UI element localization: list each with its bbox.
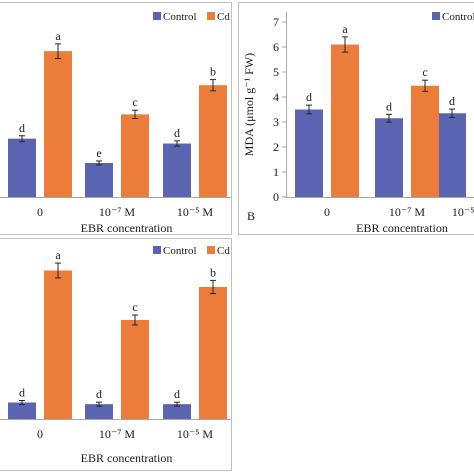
panel-a-legend-label-cd: Cd — [217, 11, 230, 23]
panel-b-panel-letter: B — [247, 209, 255, 223]
panel-a-bar-control-0 — [8, 138, 36, 197]
panel-b-y-tick-label: 4 — [273, 90, 279, 104]
panel-b-y-tick-label: 5 — [273, 65, 279, 79]
panel-b-sig-letter: d — [306, 90, 312, 104]
panel-b-bar-cd-1 — [411, 85, 439, 197]
panel-a-frame — [0, 2, 232, 235]
panel-b-frame — [238, 2, 474, 235]
panel-c-x-tick-label: 10⁻⁵ M — [177, 427, 214, 441]
panel-c-legend-label-cd: Cd — [217, 245, 230, 257]
panel-b-y-tick-label: 1 — [273, 165, 279, 179]
panel-c-legend-label-control: Control — [163, 245, 197, 257]
panel-c-legend-swatch-control — [153, 246, 161, 254]
panel-c-bar-control-0 — [8, 402, 36, 419]
panel-c-bar-cd-0 — [44, 270, 72, 419]
panel-c-x-axis-label: EBR concentration — [81, 451, 173, 465]
panel-b-sig-letter: a — [342, 22, 348, 36]
panel-c-sig-letter: d — [96, 387, 102, 401]
panel-a-sig-letter: b — [210, 65, 216, 79]
panel-a-sig-letter: d — [174, 126, 180, 140]
panel-b-x-axis-label: EBR concentration — [356, 221, 448, 235]
panel-b-y-tick-label: 2 — [273, 140, 279, 154]
panel-a-legend-label-control: Control — [163, 11, 197, 23]
panel-b-legend-label-control: Control — [442, 11, 474, 23]
panel-a-bar-control-1 — [85, 162, 113, 197]
panel-b-x-tick-label: 10⁻⁵ M — [452, 205, 474, 219]
panel-c-legend-swatch-cd — [207, 246, 215, 254]
panel-b-x-tick-label: 0 — [324, 205, 330, 219]
panel-a-bar-cd-0 — [44, 51, 72, 197]
panel-a-legend-swatch-control — [153, 12, 161, 20]
panel-b-bar-control-0 — [295, 109, 323, 197]
panel-c-sig-letter: a — [55, 248, 61, 262]
panel-c-bar-cd-1 — [121, 320, 149, 419]
panel-a-x-tick-label: 10⁻⁷ M — [99, 205, 136, 219]
panel-b-y-tick-label: 7 — [273, 15, 279, 29]
panel-b-legend-swatch-control — [432, 12, 440, 20]
panel-c-x-tick-label: 0 — [37, 427, 43, 441]
panel-a-x-tick-label: 0 — [37, 205, 43, 219]
panel-b-y-axis-label: MDA (μmol g⁻¹ FW) — [242, 53, 256, 156]
panel-b-y-tick-label: 6 — [273, 40, 279, 54]
panel-b-bar-control-1 — [375, 118, 403, 197]
panel-a-sig-letter: c — [132, 95, 137, 109]
panel-a-bar-control-2 — [163, 143, 191, 197]
panel-c-sig-letter: b — [210, 265, 216, 279]
panel-a-sig-letter: d — [19, 121, 25, 135]
panel-b-bar-control-2 — [438, 113, 466, 197]
panel-c-sig-letter: d — [174, 387, 180, 401]
panel-c-bar-control-2 — [163, 404, 191, 419]
panel-b-y-tick-label: 3 — [273, 115, 279, 129]
panel-b-sig-letter: d — [386, 99, 392, 113]
panel-b-bar-cd-0 — [331, 44, 359, 197]
panel-b-y-tick-label: 0 — [273, 190, 279, 204]
panel-a-x-tick-label: 10⁻⁵ M — [177, 205, 214, 219]
panel-a-bar-cd-1 — [121, 114, 149, 197]
panel-b-x-tick-label: 10⁻⁷ M — [389, 205, 426, 219]
panel-a-bar-cd-2 — [199, 85, 227, 197]
panel-b-sig-letter: d — [449, 94, 455, 108]
panel-c-sig-letter: c — [132, 300, 137, 314]
panel-a-x-axis-label: EBR concentration — [81, 221, 173, 235]
panel-c-frame — [0, 238, 232, 471]
panel-c-sig-letter: d — [19, 386, 25, 400]
panel-b-sig-letter: c — [422, 65, 427, 79]
panel-a-legend-swatch-cd — [207, 12, 215, 20]
panel-c-bar-cd-2 — [199, 287, 227, 419]
panel-a-sig-letter: e — [96, 146, 101, 160]
panel-c-x-tick-label: 10⁻⁷ M — [99, 427, 136, 441]
panel-a-sig-letter: a — [55, 29, 61, 43]
panel-c-bar-control-1 — [85, 404, 113, 419]
